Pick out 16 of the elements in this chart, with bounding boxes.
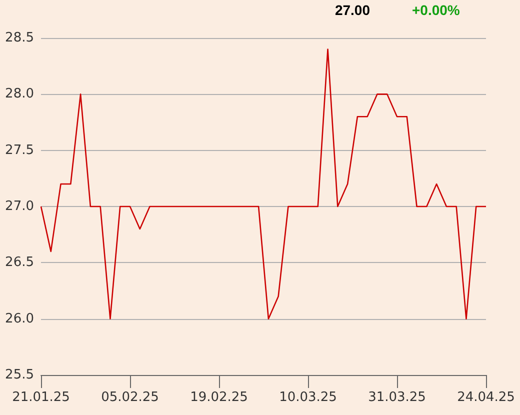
text: +0.00% bbox=[412, 2, 460, 18]
x-tick-label: 24.04.25 bbox=[457, 390, 515, 405]
y-tick-label: 28.5 bbox=[5, 30, 34, 46]
y-tick-label: 27.5 bbox=[5, 142, 34, 158]
x-tick-label: 05.02.25 bbox=[101, 390, 159, 405]
y-tick-label: 28.0 bbox=[5, 86, 34, 102]
x-tick-label: 31.03.25 bbox=[368, 390, 426, 405]
text: 27.00 bbox=[334, 2, 370, 18]
y-tick-label: 25.5 bbox=[5, 368, 34, 382]
y-tick-label: 26.5 bbox=[5, 255, 34, 270]
x-tick-label: 21.01.25 bbox=[12, 390, 70, 405]
line-series bbox=[40, 48, 487, 320]
y-tick-label: 26.0 bbox=[5, 311, 34, 326]
x-tick-label: 19.02.25 bbox=[190, 390, 248, 405]
y-tick-label: 27.0 bbox=[5, 199, 34, 214]
x-tick-label: 10.03.25 bbox=[279, 390, 337, 405]
